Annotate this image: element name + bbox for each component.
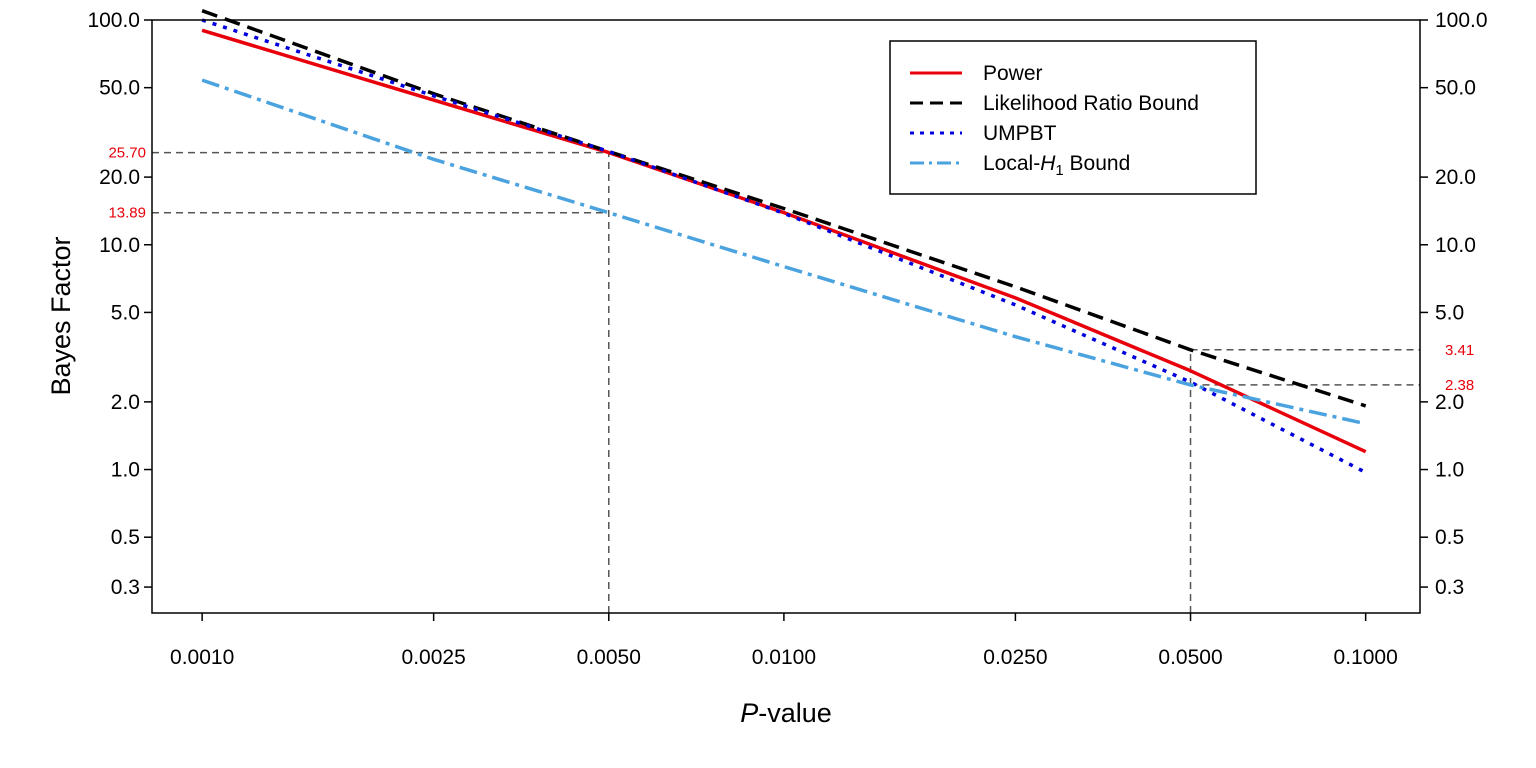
reference-label-1: 13.89 [108,205,146,222]
y-tick-label-left-1: 50.0 [99,77,140,100]
series-layer [201,9,1367,475]
y-tick-label-right-7: 0.5 [1435,526,1464,549]
legend-box [889,40,1257,195]
x-tick-label-1: 0.0025 [402,646,466,669]
reference-label-3: 2.38 [1445,377,1474,394]
x-axis-title-rest: -value [758,698,832,728]
legend-label-local-h1-prefix: Local- [983,152,1040,175]
reference-label-2: 3.41 [1445,342,1474,359]
y-tick-label-right-2: 20.0 [1435,166,1476,189]
series-line-1 [201,9,1367,408]
y-tick-label-right-8: 0.3 [1435,576,1464,599]
x-axis-title-italic: P [740,698,758,728]
legend-label-local-h1-italic: H [1040,152,1056,175]
legend-label-likelihood-ratio-bound: Likelihood Ratio Bound [983,92,1199,115]
x-tick-label-0: 0.0010 [170,646,234,669]
y-axis-left: 100.0 50.0 20.0 10.0 5.0 2.0 1.0 0.5 0.3 [87,9,152,599]
reference-labels: 25.70 13.89 3.41 2.38 [108,145,1474,394]
x-tick-label-6: 0.1000 [1334,646,1398,669]
x-axis: 0.0010 0.0025 0.0050 0.0100 0.0250 0.0500 0.10… [170,613,1398,669]
x-tick-label-4: 0.0250 [983,646,1047,669]
x-tick-label-5: 0.0500 [1158,646,1222,669]
legend-label-umpbt: UMPBT [983,122,1057,145]
y-tick-label-left-8: 0.3 [111,576,140,599]
series-line-0 [201,28,1367,454]
y-tick-label-left-5: 2.0 [111,391,140,414]
series-line-2 [201,18,1367,475]
x-tick-label-2: 0.0050 [577,646,641,669]
y-tick-label-right-3: 10.0 [1435,234,1476,257]
reference-lines [152,151,1420,613]
y-tick-label-right-5: 2.0 [1435,391,1464,414]
legend-label-power: Power [983,62,1043,85]
y-tick-label-right-6: 1.0 [1435,459,1464,482]
y-tick-label-right-4: 5.0 [1435,301,1464,324]
y-tick-label-left-3: 10.0 [99,234,140,257]
x-tick-label-3: 0.0100 [752,646,816,669]
y-tick-label-right-1: 50.0 [1435,77,1476,100]
y-tick-label-left-7: 0.5 [111,526,140,549]
legend: Power Likelihood Ratio Bound UMPBT Local… [889,40,1257,195]
legend-label-local-h1-sub: 1 [1055,162,1063,179]
reference-label-0: 25.70 [108,145,146,162]
y-tick-label-right-0: 100.0 [1435,9,1488,32]
legend-label-local-h1-suffix: Bound [1064,152,1131,175]
y-tick-label-left-2: 20.0 [99,166,140,189]
plot-frame [151,19,1421,614]
y-axis-title: Bayes Factor [46,236,76,395]
series-line-3 [201,78,1367,426]
y-axis-right: 100.0 50.0 20.0 10.0 5.0 2.0 1.0 0.5 0.3 [1420,9,1488,599]
legend-label-local-h1-bound: Local-H1 Bound [983,152,1130,179]
y-tick-label-left-4: 5.0 [111,301,140,324]
y-tick-label-left-6: 1.0 [111,459,140,482]
x-axis-title: P-value [740,698,832,728]
y-tick-label-left-0: 100.0 [87,9,140,32]
